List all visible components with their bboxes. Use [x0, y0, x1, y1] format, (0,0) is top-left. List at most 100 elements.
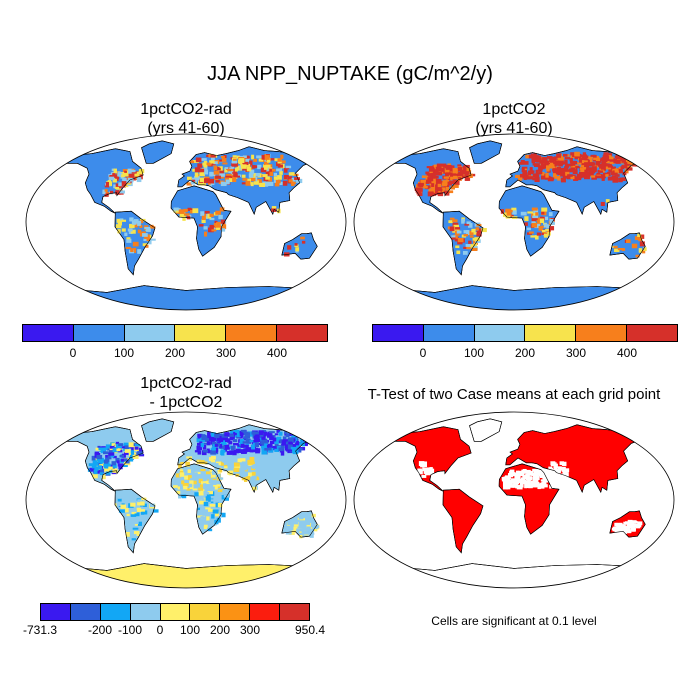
- grid-cell: [115, 224, 122, 229]
- panel-1-title-line1: 1pctCO2-rad: [140, 101, 232, 118]
- grid-cell: [534, 223, 540, 229]
- grid-cell: [541, 229, 546, 233]
- grid-cell: [149, 224, 154, 228]
- grid-cell: [134, 171, 140, 177]
- grid-cell: [507, 482, 513, 488]
- grid-cell: [124, 170, 129, 173]
- grid-cell: [280, 450, 285, 456]
- grid-cell: [290, 519, 294, 522]
- grid-cell: [109, 190, 114, 194]
- grid-cell: [128, 452, 133, 457]
- grid-cell: [425, 472, 430, 476]
- grid-cell: [130, 450, 135, 455]
- grid-cell: [143, 503, 147, 508]
- grid-cell: [635, 160, 641, 163]
- grid-cell: [537, 157, 542, 162]
- grid-cell: [550, 221, 555, 225]
- grid-cell: [618, 169, 623, 174]
- grid-cell: [580, 168, 585, 172]
- grid-cell: [620, 527, 624, 533]
- grid-cell: [550, 161, 555, 167]
- grid-cell: [232, 158, 237, 162]
- grid-cell: [627, 519, 633, 525]
- grid-cell: [429, 170, 433, 174]
- grid-cell: [112, 178, 117, 183]
- grid-cell: [220, 461, 224, 466]
- grid-cell: [534, 472, 541, 476]
- grid-cell: [104, 189, 108, 194]
- grid-cell: [245, 157, 250, 163]
- grid-cell: [299, 534, 303, 539]
- grid-cell: [176, 490, 181, 494]
- grid-cell: [514, 477, 521, 482]
- grid-cell: [134, 519, 139, 525]
- grid-cell: [112, 174, 118, 178]
- grid-cell: [235, 473, 241, 477]
- grid-cell: [132, 247, 137, 253]
- grid-cell: [247, 472, 254, 478]
- grid-cell: [605, 199, 610, 203]
- grid-cell: [639, 241, 645, 247]
- grid-cell: [306, 522, 311, 528]
- grid-cell: [138, 505, 142, 510]
- grid-cell: [540, 479, 546, 482]
- grid-cell: [553, 463, 558, 469]
- grid-cell: [215, 179, 220, 183]
- grid-cell: [134, 446, 139, 450]
- grid-cell: [579, 161, 584, 165]
- grid-cell: [183, 485, 188, 490]
- grid-cell: [138, 171, 143, 176]
- grid-cell: [201, 498, 205, 502]
- grid-cell: [297, 178, 303, 184]
- colorbar-tick-label: 200: [164, 346, 186, 360]
- grid-cell: [261, 435, 266, 440]
- grid-cell: [475, 227, 479, 231]
- colorbar-tick-label: 200: [514, 346, 536, 360]
- grid-cell: [556, 469, 561, 472]
- grid-cell: [240, 449, 247, 454]
- grid-cell: [269, 436, 274, 440]
- grid-cell: [466, 230, 470, 236]
- colorbar-swatch: [23, 325, 74, 341]
- grid-cell: [251, 431, 256, 435]
- grid-cell: [222, 458, 229, 463]
- grid-cell: [209, 503, 216, 507]
- grid-cell: [221, 450, 225, 456]
- grid-cell: [454, 180, 460, 186]
- grid-cell: [216, 517, 221, 523]
- grid-cell: [237, 458, 242, 463]
- coastline-australia: [281, 510, 318, 538]
- grid-cell: [137, 521, 142, 526]
- grid-cell: [520, 160, 525, 164]
- grid-cell: [558, 157, 564, 161]
- grid-cell: [306, 438, 311, 442]
- coastline-samerica: [442, 210, 484, 276]
- grid-cell: [456, 230, 462, 234]
- grid-cell: [287, 437, 294, 443]
- grid-cell: [212, 448, 216, 452]
- grid-cell: [257, 164, 262, 170]
- grid-cell: [457, 167, 463, 172]
- grid-cell: [308, 437, 312, 442]
- colorbar-panel-3: [40, 603, 310, 621]
- grid-cell: [564, 166, 569, 171]
- grid-cell: [225, 167, 229, 170]
- grid-cell: [210, 172, 216, 177]
- grid-cell: [588, 168, 593, 174]
- grid-cell: [559, 160, 564, 165]
- coastline-australia: [281, 232, 318, 260]
- colorbar-swatch: [190, 604, 221, 620]
- grid-cell: [532, 173, 538, 178]
- grid-cell: [282, 180, 288, 186]
- grid-cell: [627, 529, 632, 534]
- grid-cell: [196, 471, 201, 475]
- grid-cell: [126, 237, 131, 240]
- grid-cell: [476, 233, 482, 237]
- grid-cell: [128, 173, 135, 178]
- grid-cell: [572, 169, 578, 175]
- grid-cell: [262, 441, 269, 446]
- grid-cell: [535, 170, 539, 174]
- grid-cell: [91, 455, 96, 461]
- grid-cell: [300, 236, 305, 240]
- grid-cell: [230, 445, 235, 451]
